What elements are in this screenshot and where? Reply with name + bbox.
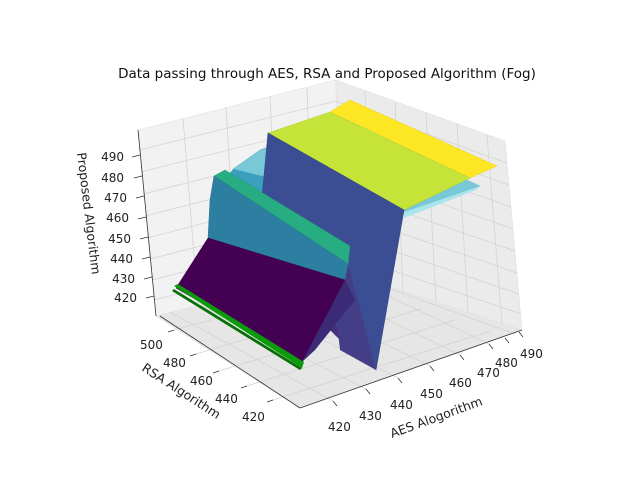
y-tick-label: 460 (190, 374, 213, 388)
y-tick-label: 480 (163, 356, 186, 370)
axis-lines (137, 129, 523, 409)
y-tick-label: 420 (242, 410, 265, 424)
x-tick-label: 420 (328, 420, 351, 434)
surface-green-edge (174, 284, 304, 368)
x-tick-label: 450 (420, 387, 443, 401)
x-tick-label: 480 (495, 356, 518, 370)
z-tick-mark (143, 276, 153, 280)
chart-title: Data passing through AES, RSA and Propos… (118, 66, 536, 82)
surfaces (172, 99, 498, 371)
x-tick-label: 470 (477, 366, 500, 380)
y-tick-mark (266, 399, 274, 403)
y-tick-mark (212, 370, 220, 374)
z-tick-mark (141, 256, 151, 260)
x-tick-label: 490 (520, 347, 543, 361)
y-tick-label: 440 (215, 392, 238, 406)
z-tick-mark (145, 295, 155, 299)
x-tick-label: 440 (390, 398, 413, 412)
x-tick-mark (429, 365, 435, 372)
z-tick-label: 480 (101, 171, 124, 185)
grid-line (169, 311, 334, 402)
surface-green-edge-shadow (172, 289, 302, 370)
z-tick-label: 440 (110, 252, 133, 266)
x-tick-label: 460 (449, 376, 472, 390)
x-tick-label: 430 (359, 409, 382, 423)
y-ticks: 500 480 460 440 420 (140, 329, 274, 424)
surface-back-cyan-edge (404, 186, 480, 218)
y-tick-label: 500 (140, 338, 163, 352)
x-tick-mark (518, 331, 524, 338)
z-axis-label: Proposed Algorithm (74, 152, 104, 276)
grid-line (138, 100, 337, 151)
grid-line (272, 330, 491, 401)
z-tick-label: 450 (108, 232, 131, 246)
y-axis-line (159, 315, 301, 409)
x-ticks: 420 430 440 450 460 470 480 490 (328, 331, 543, 434)
x-tick-mark (459, 354, 465, 361)
z-tick-mark (133, 175, 143, 179)
z-tick-label: 460 (106, 211, 129, 225)
z-tick-mark (137, 216, 147, 220)
z-tick-label: 490 (101, 150, 124, 164)
z-tick-label: 420 (114, 291, 137, 305)
y-tick-mark (167, 329, 175, 333)
z-axis-line (137, 129, 157, 317)
x-tick-mark (488, 343, 494, 350)
x-axis-line (299, 329, 523, 409)
z-tick-label: 430 (112, 272, 135, 286)
x-tick-mark (332, 400, 338, 407)
y-tick-mark (189, 353, 197, 357)
z-tick-mark (139, 236, 149, 240)
z-ticks: 490 480 470 460 450 440 430 420 (101, 150, 155, 305)
z-tick-label: 470 (104, 191, 127, 205)
x-tick-mark (365, 388, 371, 395)
z-tick-mark (131, 154, 141, 158)
z-tick-mark (135, 195, 145, 199)
x-tick-mark (397, 377, 403, 384)
y-tick-mark (240, 385, 248, 389)
x-tick-mark (504, 337, 510, 344)
surface-purple-front (302, 280, 355, 362)
